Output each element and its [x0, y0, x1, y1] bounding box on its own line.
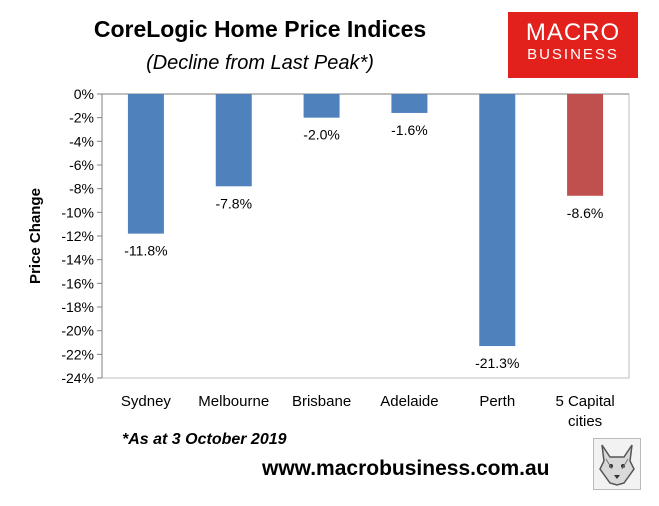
y-tick-label: -14%	[61, 252, 94, 268]
bar	[127, 94, 164, 234]
y-tick-label: -12%	[61, 228, 94, 244]
logo-line-2: BUSINESS	[527, 46, 619, 63]
y-tick-label: 0%	[74, 86, 94, 102]
chart-title: CoreLogic Home Price Indices	[93, 16, 427, 42]
data-label: -1.6%	[391, 122, 428, 138]
y-tick-label: -4%	[69, 133, 94, 149]
data-label: -11.8%	[124, 243, 167, 259]
y-tick-label: -16%	[61, 275, 94, 291]
data-label: -7.8%	[215, 195, 252, 211]
footnote: *As at 3 October 2019	[122, 431, 287, 448]
bar	[479, 94, 516, 347]
y-axis-title: Price Change	[27, 188, 44, 284]
bar	[567, 94, 604, 196]
bar	[215, 94, 252, 187]
y-tick-label: -18%	[61, 299, 94, 315]
category-label: Perth	[479, 393, 515, 410]
y-tick-label: -6%	[69, 157, 94, 173]
category-label: Brisbane	[292, 393, 351, 410]
category-label: Melbourne	[198, 393, 269, 410]
y-tick-label: -10%	[61, 204, 94, 220]
y-tick-label: -8%	[69, 181, 94, 197]
y-tick-label: -20%	[61, 323, 94, 339]
macrobusiness-logo: MACRO BUSINESS	[508, 12, 638, 78]
y-tick-label: -22%	[61, 346, 94, 362]
wolf-icon	[593, 438, 641, 490]
category-label: 5 Capital	[555, 393, 614, 410]
data-label: -8.6%	[567, 205, 604, 221]
logo-line-1: MACRO	[525, 19, 621, 46]
bar	[303, 94, 340, 118]
data-label: -21.3%	[475, 355, 519, 371]
plot-area	[101, 93, 630, 379]
chart-subtitle: (Decline from Last Peak*)	[146, 52, 374, 74]
data-label: -2.0%	[303, 127, 340, 143]
y-tick-label: -24%	[61, 370, 94, 386]
category-label: cities	[568, 413, 602, 430]
category-label: Sydney	[121, 393, 172, 410]
website-url: www.macrobusiness.com.au	[262, 457, 550, 480]
bar	[391, 94, 428, 113]
category-label: Adelaide	[380, 393, 438, 410]
y-tick-label: -2%	[69, 110, 94, 126]
